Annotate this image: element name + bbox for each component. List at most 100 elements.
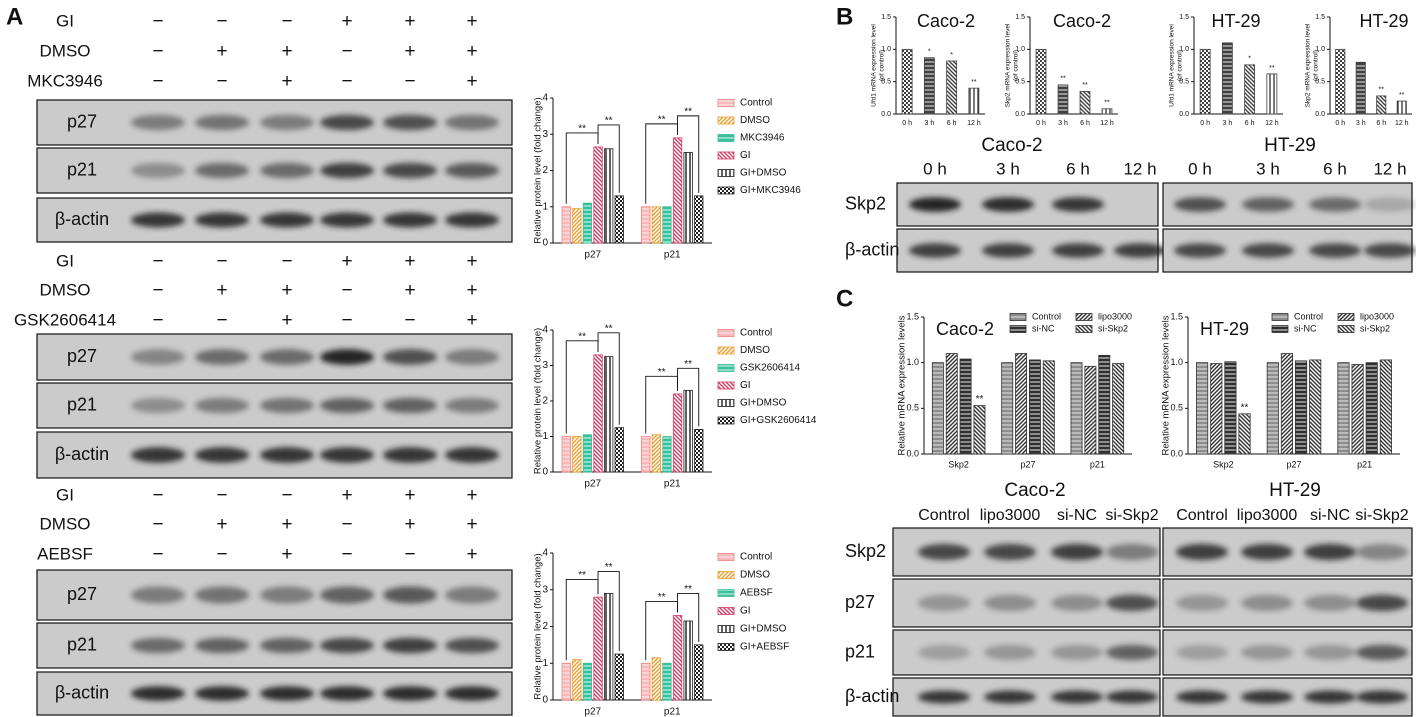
bar	[946, 60, 958, 115]
y-tick-label: 1.0	[1179, 46, 1189, 53]
x-tick-label: 3 h	[1356, 120, 1366, 127]
significance-bracket	[565, 340, 599, 434]
blot-band	[1176, 543, 1228, 561]
blot-band	[260, 637, 314, 654]
x-tick-label: p21	[664, 250, 681, 261]
lane-label: lipo3000	[980, 507, 1041, 524]
legend-label: si-NC	[1032, 323, 1055, 333]
bar	[1015, 353, 1028, 455]
bar	[614, 653, 624, 701]
treatment-sign: +	[404, 485, 415, 506]
blot-row-label: Skp2	[845, 193, 886, 213]
blot-band	[131, 447, 185, 463]
treatment-sign: −	[152, 544, 163, 565]
treatment-label: DMSO	[40, 280, 91, 299]
blot-band	[982, 197, 1034, 212]
legend-label: GI+DMSO	[740, 624, 787, 635]
legend-label: Control	[1294, 311, 1323, 321]
panel-label: B	[836, 3, 853, 30]
treatment-sign: −	[152, 41, 163, 62]
lane-label: si-Skp2	[1355, 507, 1408, 524]
chart-title: Caco-2	[936, 319, 994, 339]
blot-band	[1106, 543, 1158, 561]
y-tick-label: 0.0	[1179, 111, 1189, 118]
bar	[683, 389, 693, 473]
treatment-sign: +	[216, 280, 227, 301]
significance-label: **	[1399, 92, 1405, 99]
blot-band	[918, 594, 970, 612]
x-tick-label: p27	[584, 707, 601, 717]
blot-band	[195, 686, 249, 701]
y-tick-label: 2	[542, 165, 548, 176]
x-tick-label: p27	[584, 250, 601, 261]
chart-title: Caco-2	[917, 11, 975, 31]
blot-band	[984, 690, 1036, 704]
legend-swatch	[717, 589, 735, 597]
legend-label: MKC3946	[740, 133, 785, 144]
x-tick-label: p21	[1357, 459, 1372, 469]
blot-band	[918, 644, 970, 661]
bar	[1042, 360, 1055, 455]
legend-label: GI	[740, 150, 751, 161]
lane-label: 6 h	[1066, 159, 1090, 178]
treatment-sign: −	[152, 514, 163, 535]
treatment-sign: +	[281, 71, 292, 92]
blot-band	[260, 447, 314, 463]
treatment-sign: +	[466, 280, 477, 301]
treatment-sign: −	[152, 71, 163, 92]
legend-swatch	[717, 346, 735, 355]
y-tick-label: 0	[542, 238, 548, 249]
bar	[1084, 365, 1097, 455]
bar	[945, 353, 958, 455]
significance-label: **	[605, 116, 613, 127]
significance-label: **	[976, 394, 984, 405]
y-tick-label: 1	[542, 658, 548, 669]
legend-swatch	[1009, 325, 1027, 333]
bar	[1098, 354, 1111, 455]
y-tick-label: 4	[542, 93, 548, 104]
treatment-sign: −	[341, 280, 352, 301]
bar	[1001, 362, 1014, 455]
bar	[572, 436, 582, 473]
bar	[973, 405, 986, 455]
significance-bracket	[677, 115, 700, 193]
blot-band	[383, 397, 437, 414]
bar	[672, 615, 683, 701]
blot-band	[918, 543, 970, 561]
blot-band	[1052, 243, 1104, 258]
blot-row-label: p21	[845, 641, 875, 661]
chart-title: Caco-2	[1053, 11, 1111, 31]
legend-swatch	[717, 643, 735, 651]
blot-band	[320, 212, 374, 228]
treatment-sign: +	[281, 280, 292, 301]
blot-row-label: p27	[67, 111, 97, 131]
treatment-sign: −	[404, 544, 415, 565]
blot-header: Caco-2	[1004, 480, 1065, 501]
blot-band	[320, 447, 374, 463]
y-axis-label: (of control)	[879, 50, 886, 81]
treatment-label: GSK2606414	[14, 310, 116, 329]
x-tick-label: 12 h	[1265, 120, 1279, 127]
legend-swatch	[717, 381, 735, 390]
x-tick-label: 0 h	[1200, 120, 1210, 127]
bar	[1355, 61, 1366, 115]
blot-band	[260, 686, 314, 701]
treatment-sign: +	[466, 544, 477, 565]
y-axis-label: Ufd1 mRNA expression level	[1169, 24, 1176, 107]
treatment-sign: +	[404, 251, 415, 272]
blot-band	[131, 686, 185, 701]
x-tick-label: 0 h	[1036, 120, 1046, 127]
significance-bracket	[677, 593, 700, 642]
blot-band	[1051, 543, 1103, 561]
bar	[672, 393, 683, 473]
treatment-sign: −	[404, 71, 415, 92]
bar	[614, 195, 624, 244]
bar	[662, 206, 672, 244]
legend-swatch	[717, 116, 735, 125]
blot-band	[1242, 197, 1294, 212]
legend-swatch	[717, 329, 735, 337]
blot-band	[1051, 594, 1103, 612]
bar	[1396, 100, 1407, 115]
blot-band	[1241, 543, 1293, 561]
blot-band	[195, 212, 249, 228]
